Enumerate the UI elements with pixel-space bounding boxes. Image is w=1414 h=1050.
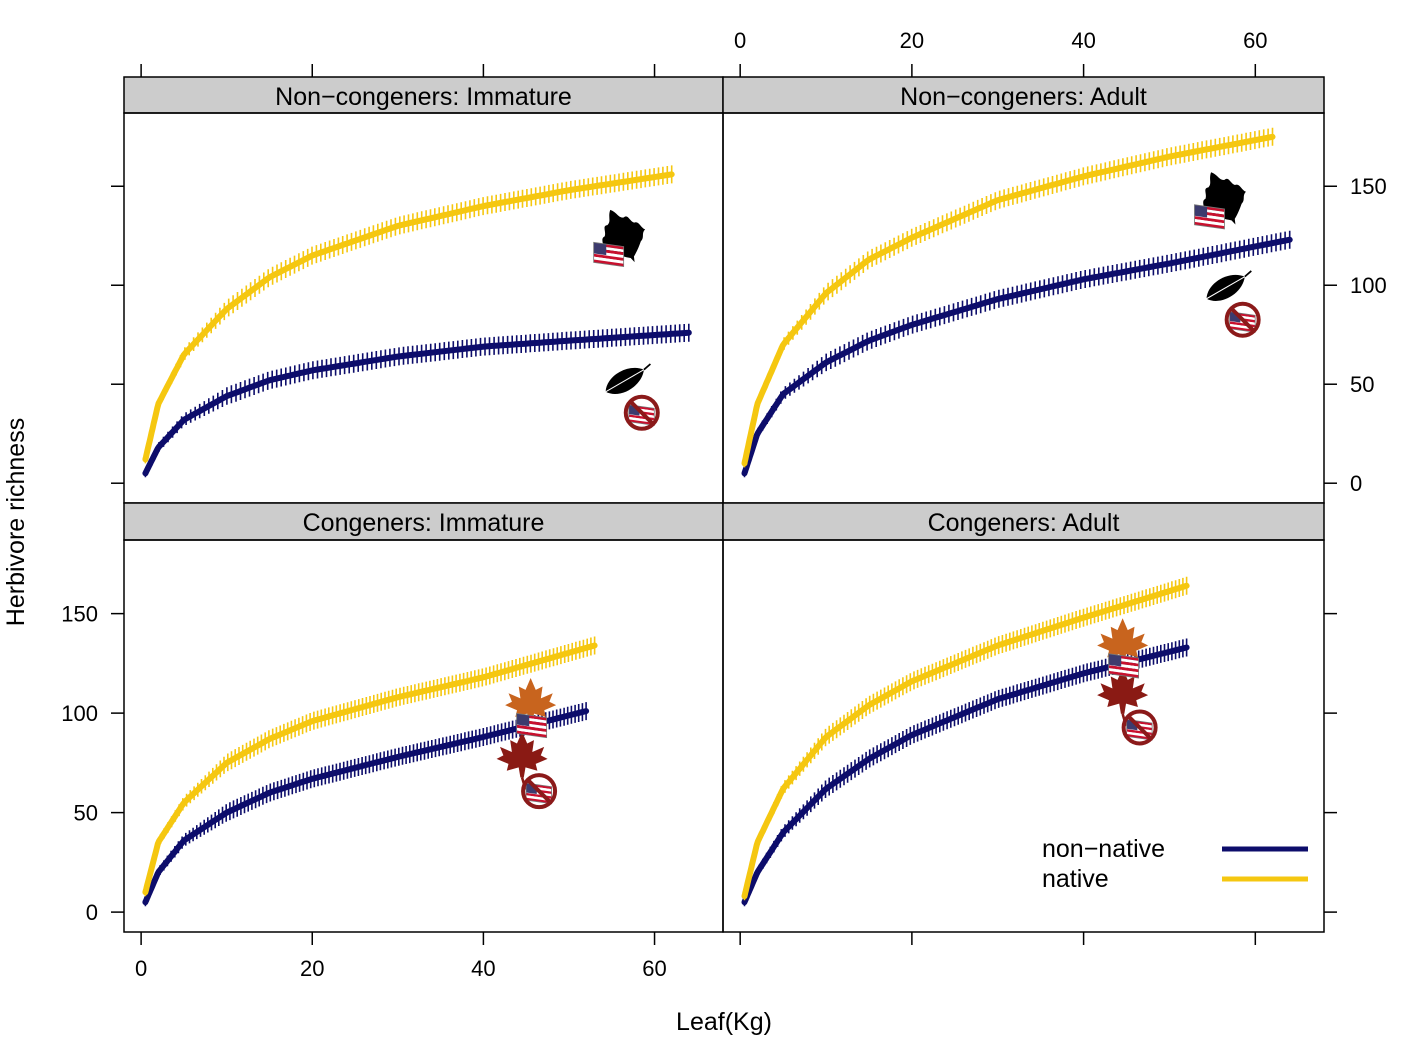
us-flag-icon xyxy=(516,713,548,739)
series-band-native xyxy=(144,636,596,897)
tick-label: 40 xyxy=(1071,28,1095,53)
plot-area xyxy=(722,539,1325,933)
legend: non−native native xyxy=(1042,835,1308,893)
panel-title: Non−congeners: Adult xyxy=(900,83,1147,111)
panel-title: Congeners: Immature xyxy=(303,509,545,537)
elm-leaf-icon xyxy=(605,363,651,394)
us-flag-icon xyxy=(1108,653,1140,679)
axes: 0 0 20 20 40 40 60 60 0 0 50 50 100 100 150 150 xyxy=(61,28,1386,981)
no-sign-icon xyxy=(1121,709,1158,746)
series-line-non-native xyxy=(741,236,1293,477)
legend-label-non-native: non−native xyxy=(1042,835,1165,863)
no-sign-icon xyxy=(623,394,660,431)
panels: Non−congeners: Immature Non−congeners: Ad… xyxy=(123,76,1325,933)
tick-label: 20 xyxy=(300,956,324,981)
tick-label: 100 xyxy=(61,701,98,726)
tick-label: 40 xyxy=(471,956,495,981)
panel-non-congeners-immature: Non−congeners: Immature xyxy=(123,76,724,504)
panel-strip xyxy=(123,502,724,541)
elm-leaf-icon xyxy=(1206,270,1252,301)
maple-leaf-icon xyxy=(496,731,548,790)
panel-title: Non−congeners: Immature xyxy=(275,83,572,111)
panel-title: Congeners: Adult xyxy=(928,509,1120,537)
us-flag-icon xyxy=(1194,204,1225,230)
plot-area xyxy=(123,539,724,933)
series-band-non-native xyxy=(743,230,1291,478)
panel-strip xyxy=(123,76,724,114)
tick-label: 50 xyxy=(1350,372,1374,397)
series-icon-non-native xyxy=(605,363,660,431)
series-icon-native xyxy=(1097,618,1149,679)
panel-strip xyxy=(722,502,1325,541)
series-icon-native xyxy=(1194,172,1246,230)
panel-strip xyxy=(722,76,1325,114)
tick-label: 60 xyxy=(1243,28,1267,53)
series-icon-non-native xyxy=(1206,270,1261,338)
maple-leaf-icon xyxy=(1097,667,1149,727)
legend-label-native: native xyxy=(1042,865,1109,893)
tick-label: 150 xyxy=(1350,174,1387,199)
series-icon-native xyxy=(593,209,646,268)
tick-label: 0 xyxy=(1350,471,1362,496)
tick-label: 0 xyxy=(86,900,98,925)
series-band-native xyxy=(144,165,673,464)
tick-label: 100 xyxy=(1350,273,1387,298)
series-band-native xyxy=(743,127,1274,468)
y-axis-label: Herbivore richness xyxy=(2,418,30,626)
panel-congeners-immature: Congeners: Immature xyxy=(123,502,724,933)
plot-area xyxy=(123,112,724,504)
series-icon-native xyxy=(505,677,557,739)
tick-label: 20 xyxy=(900,28,924,53)
series-icon-non-native xyxy=(496,731,558,810)
no-sign-icon xyxy=(521,773,558,810)
series-band-native xyxy=(743,576,1188,901)
no-sign-icon xyxy=(1224,301,1261,338)
tick-label: 50 xyxy=(74,801,98,826)
tick-label: 60 xyxy=(642,956,666,981)
panel-non-congeners-adult: Non−congeners: Adult xyxy=(722,76,1325,504)
tick-label: 150 xyxy=(61,602,98,627)
us-flag-icon xyxy=(593,241,625,268)
panel-congeners-adult: Congeners: Adult xyxy=(722,502,1325,933)
series-band-non-native xyxy=(144,323,690,478)
x-axis-label: Leaf(Kg) xyxy=(676,1008,772,1036)
tick-label: 0 xyxy=(135,956,147,981)
series-icon-non-native xyxy=(1097,667,1158,746)
tick-label: 0 xyxy=(734,28,746,53)
